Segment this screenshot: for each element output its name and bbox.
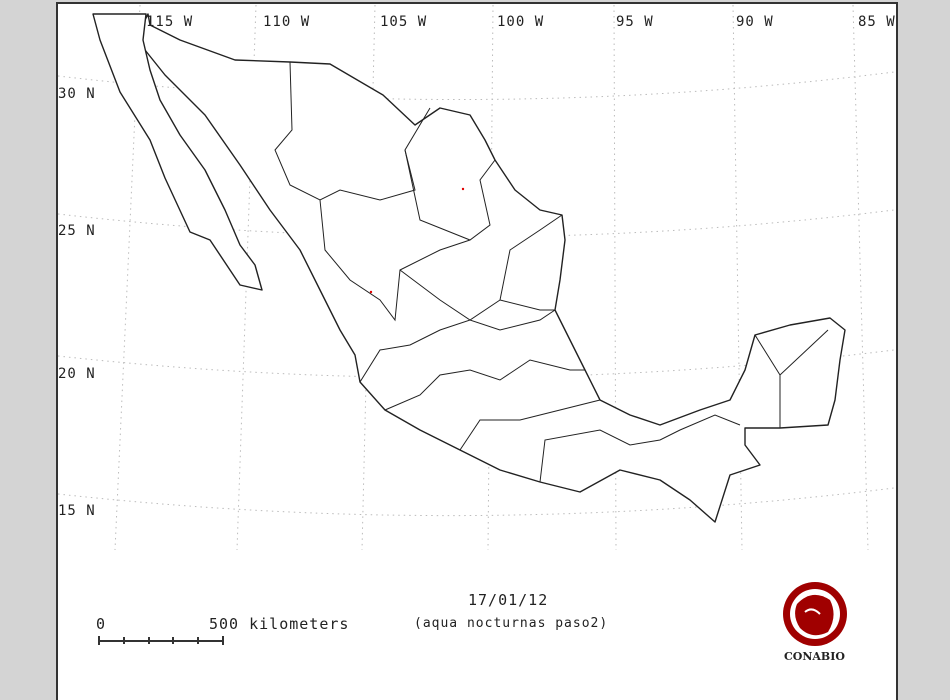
conabio-logo-text: CONABIO xyxy=(784,650,845,663)
longitude-label: 90 W xyxy=(736,14,774,30)
conabio-logo xyxy=(783,582,847,646)
scale-bar xyxy=(98,636,224,645)
hotspot-point xyxy=(461,187,465,191)
parallel-30n xyxy=(57,71,895,101)
latitude-label: 15 N xyxy=(58,503,96,519)
longitude-label: 110 W xyxy=(263,14,311,30)
longitude-label: 95 W xyxy=(616,14,654,30)
latitude-label: 30 N xyxy=(58,86,96,102)
longitude-label: 115 W xyxy=(146,14,194,30)
baja-california xyxy=(92,13,263,291)
mainland-mexico xyxy=(139,13,846,523)
mexico-outline xyxy=(92,13,846,523)
scale-start-label: 0 xyxy=(96,615,107,633)
latitude-label: 25 N xyxy=(58,223,96,239)
longitude-label: 105 W xyxy=(380,14,428,30)
parallel-15n xyxy=(57,487,895,517)
fire-hotspots xyxy=(369,187,465,294)
latitude-label: 20 N xyxy=(58,366,96,382)
map-subtitle: (aqua nocturnas paso2) xyxy=(414,616,609,631)
longitude-label: 100 W xyxy=(497,14,545,30)
scale-end-label: 500 kilometers xyxy=(209,615,350,633)
hotspot-point xyxy=(369,290,373,294)
map-date: 17/01/12 xyxy=(468,591,549,609)
longitude-label: 85 W xyxy=(858,14,896,30)
